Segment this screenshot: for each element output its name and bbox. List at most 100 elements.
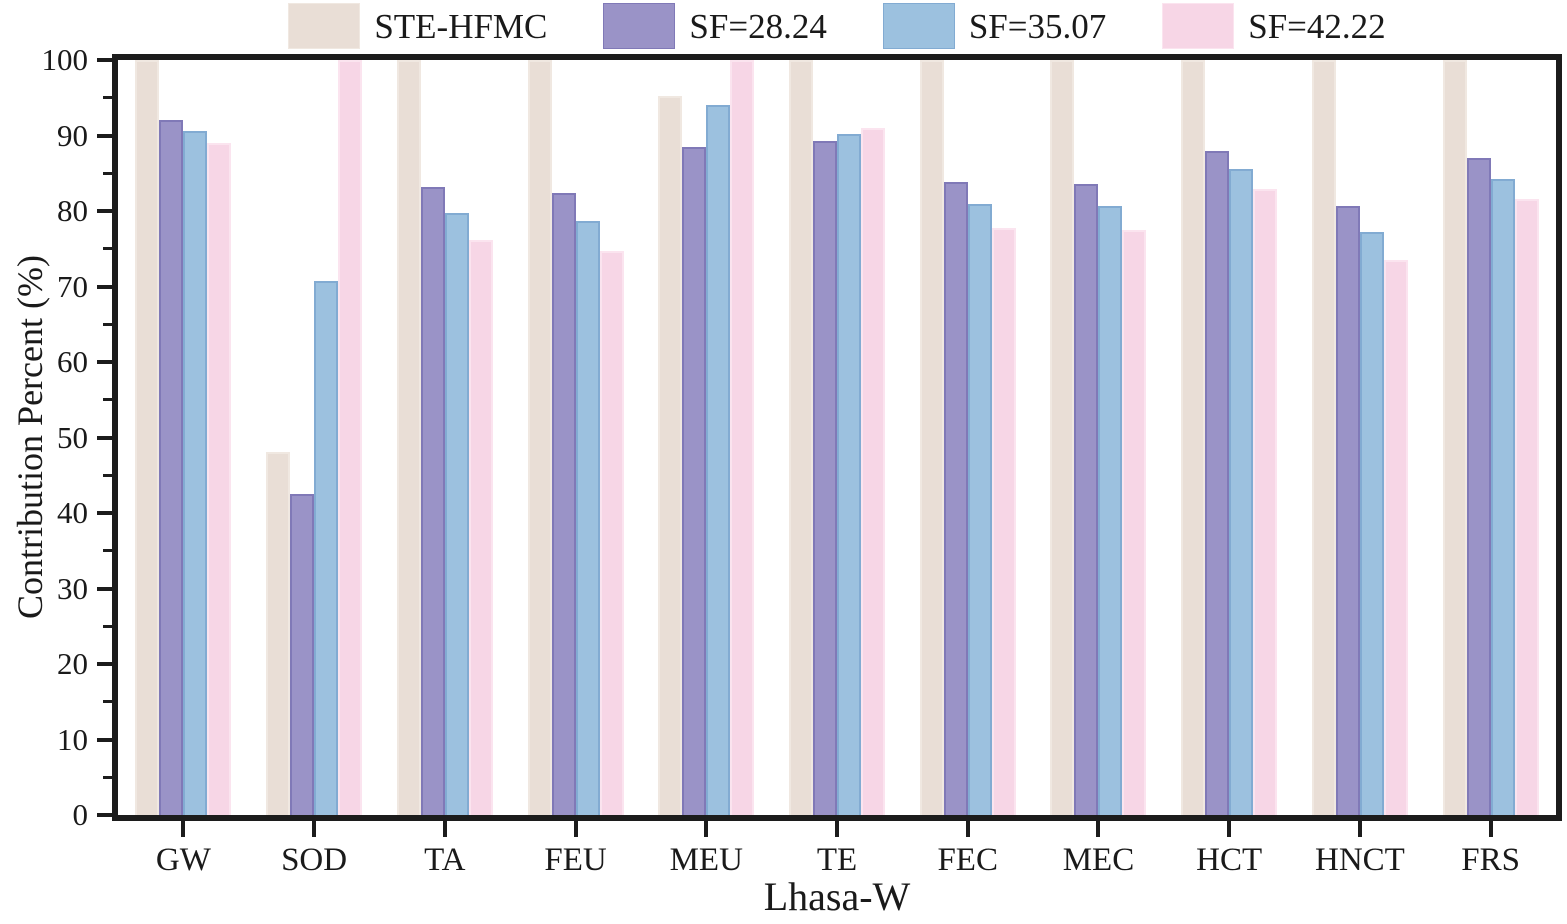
y-tick-label: 80: [57, 193, 88, 228]
x-tick: [1488, 821, 1493, 837]
bar-fec-ste-hfmc: [919, 60, 944, 815]
bar-hct-sf-28-24: [1205, 151, 1230, 815]
x-axis-title: Lhasa-W: [763, 874, 911, 919]
y-minor-tick: [103, 473, 112, 477]
bar-frs-sf-42-22: [1514, 198, 1539, 815]
bar-mec-ste-hfmc: [1050, 60, 1075, 815]
bar-hct-sf-35-07: [1229, 169, 1254, 815]
y-tick-label: 70: [57, 268, 88, 304]
y-tick-label: 100: [41, 42, 89, 77]
bar-mec-sf-35-07: [1098, 205, 1123, 815]
legend-label: STE-HFMC: [374, 6, 548, 46]
bar-feu-sf-35-07: [575, 220, 600, 815]
y-tick-label: 0: [72, 797, 89, 832]
bar-meu-sf-42-22: [730, 60, 755, 815]
y-minor-tick: [103, 624, 112, 628]
bar-hnct-ste-hfmc: [1311, 60, 1336, 815]
bar-frs-ste-hfmc: [1442, 60, 1467, 815]
bar-mec-sf-28-24: [1074, 183, 1099, 815]
bar-fec-sf-28-24: [943, 182, 968, 815]
x-tick-label-feu: FEU: [544, 842, 607, 878]
legend-swatch: [603, 3, 676, 49]
legend-label: SF=35.07: [968, 6, 1107, 46]
x-tick-label-te: TE: [816, 842, 858, 878]
bar-meu-sf-35-07: [706, 104, 731, 815]
bar-mec-sf-42-22: [1122, 229, 1147, 815]
chart-legend: STE-HFMC SF=28.24 SF=35.07 SF=42.22: [112, 0, 1562, 52]
bar-hct-ste-hfmc: [1181, 60, 1206, 815]
x-tick-label-mec: MEC: [1062, 842, 1135, 878]
bar-feu-sf-42-22: [599, 251, 624, 815]
y-major-tick: [97, 813, 112, 817]
y-tick-label: 20: [57, 646, 88, 681]
bar-sod-sf-35-07: [314, 281, 339, 815]
bar-ta-sf-42-22: [468, 240, 493, 815]
y-tick-label: 10: [57, 721, 88, 757]
bar-fec-sf-35-07: [967, 204, 992, 815]
bar-te-ste-hfmc: [789, 60, 813, 815]
y-major-tick: [97, 586, 112, 591]
y-minor-tick: [103, 247, 112, 251]
bar-meu-sf-28-24: [682, 146, 707, 815]
bar-sod-sf-28-24: [290, 494, 315, 815]
x-tick-label-hct: HCT: [1196, 842, 1263, 878]
bar-fec-sf-42-22: [991, 228, 1016, 815]
plot-frame: [112, 54, 1562, 821]
x-tick-label-fec: FEC: [937, 842, 998, 878]
legend-item-sf-35-07: SF=35.07: [882, 3, 1107, 49]
y-minor-tick: [103, 700, 112, 704]
x-tick: [442, 821, 447, 837]
bar-te-sf-42-22: [861, 127, 885, 815]
bar-feu-ste-hfmc: [527, 60, 552, 815]
y-tick-label: 60: [57, 344, 88, 379]
bar-frs-sf-35-07: [1490, 178, 1515, 815]
x-tick: [573, 821, 578, 837]
bar-hct-sf-42-22: [1253, 189, 1278, 815]
bar-gw-sf-28-24: [159, 119, 184, 815]
y-axis-title: Contribution Percent (%): [10, 255, 50, 619]
legend-label: SF=28.24: [689, 6, 827, 46]
y-minor-tick: [103, 398, 112, 402]
legend-swatch: [288, 3, 361, 49]
legend-item-ste-hfmc: STE-HFMC: [288, 3, 547, 49]
y-major-tick: [97, 209, 112, 213]
legend-swatch: [1162, 3, 1235, 49]
legend-swatch: [882, 3, 955, 49]
x-tick-label-meu: MEU: [669, 842, 743, 878]
legend-item-sf-42-22: SF=42.22: [1162, 3, 1386, 49]
x-tick: [835, 821, 839, 837]
bar-meu-ste-hfmc: [658, 95, 683, 815]
y-minor-tick: [103, 549, 112, 553]
y-tick-label: 90: [57, 117, 88, 153]
bar-hnct-sf-28-24: [1335, 205, 1360, 815]
bar-feu-sf-28-24: [551, 192, 576, 815]
y-major-tick: [97, 360, 112, 364]
y-major-tick: [97, 435, 112, 440]
bar-te-sf-28-24: [813, 140, 837, 815]
y-minor-tick: [103, 171, 112, 175]
bar-sod-ste-hfmc: [266, 451, 291, 815]
bar-gw-ste-hfmc: [135, 60, 160, 815]
x-tick: [181, 821, 186, 837]
x-tick: [1227, 821, 1232, 837]
legend-item-sf-28-24: SF=28.24: [603, 3, 827, 49]
x-tick-label-ta: TA: [424, 842, 466, 878]
y-major-tick: [97, 133, 112, 138]
bar-te-sf-35-07: [837, 134, 861, 815]
bar-ta-sf-35-07: [444, 212, 469, 815]
x-tick-label-gw: GW: [155, 842, 211, 878]
y-minor-tick: [103, 775, 112, 779]
bar-gw-sf-42-22: [207, 143, 232, 815]
bar-ta-sf-28-24: [420, 186, 445, 815]
x-tick-label-hnct: HNCT: [1314, 842, 1405, 878]
bar-hnct-sf-42-22: [1383, 260, 1408, 815]
x-tick-label-frs: FRS: [1461, 842, 1520, 878]
bar-gw-sf-35-07: [183, 130, 208, 815]
plot-area: [118, 60, 1556, 815]
x-tick: [1096, 821, 1101, 837]
bar-hnct-sf-35-07: [1359, 232, 1384, 815]
x-tick: [1357, 821, 1362, 837]
y-tick-label: 30: [57, 570, 88, 606]
x-tick: [704, 821, 709, 837]
